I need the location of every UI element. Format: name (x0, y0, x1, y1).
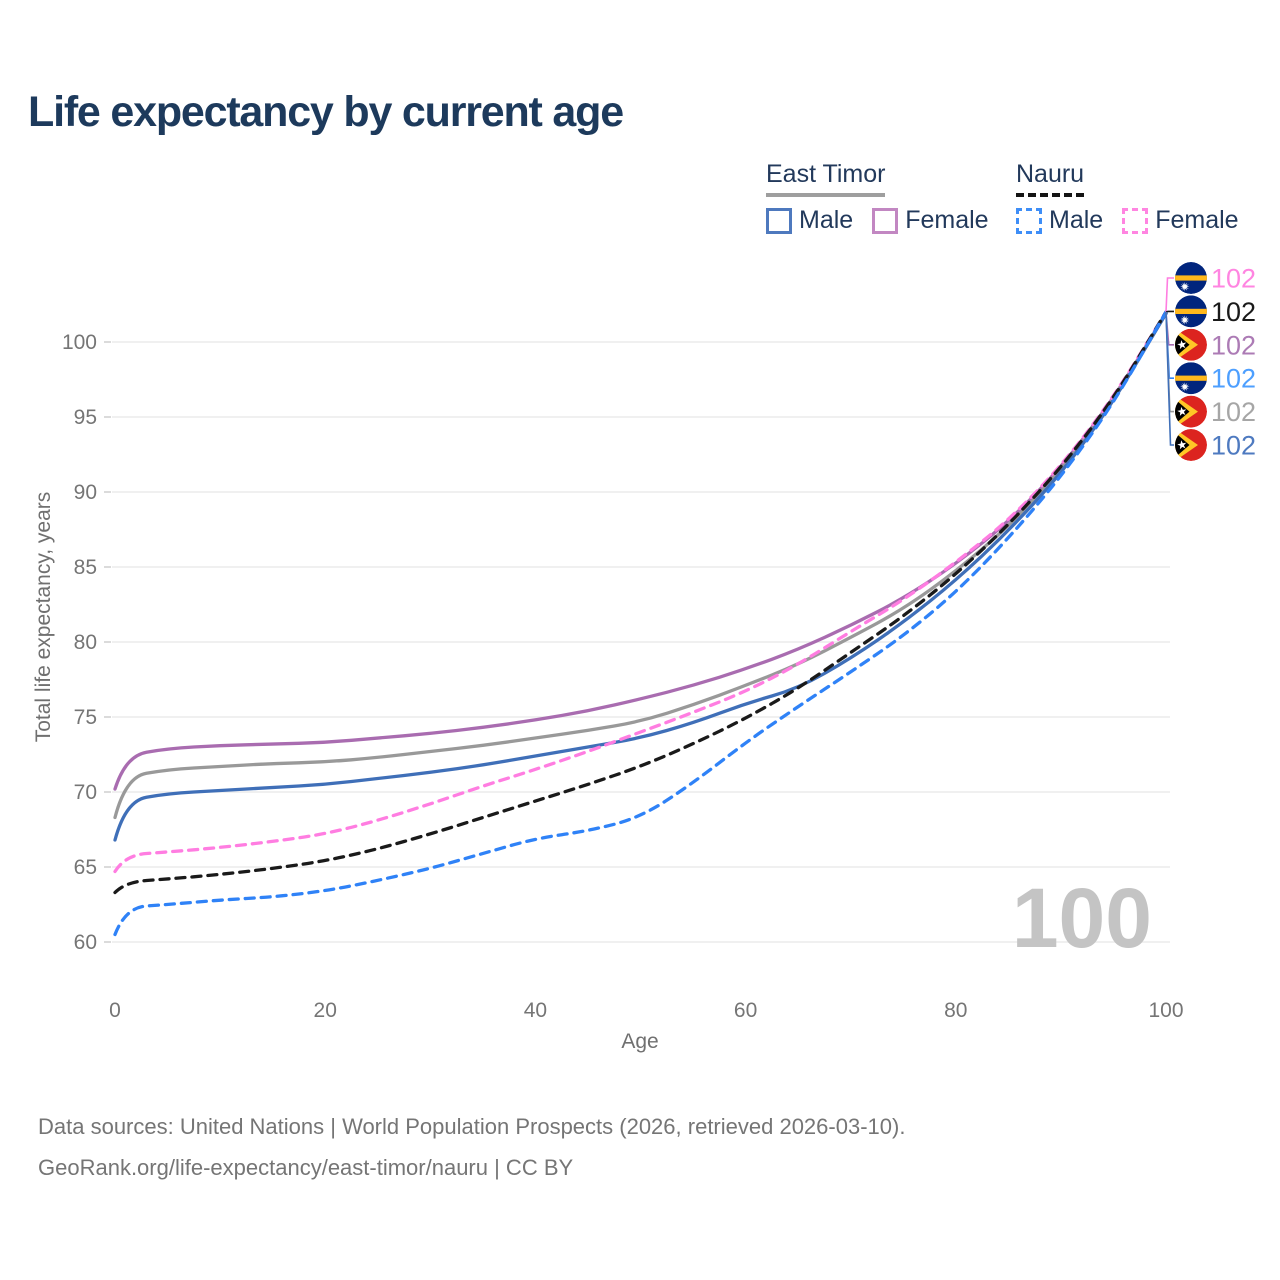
x-tick-label: 100 (1148, 999, 1183, 1022)
legend-swatch-icon (872, 207, 899, 234)
end-value-label-east-timor-male: 102 (1211, 431, 1256, 461)
end-label-leader-line (1165, 277, 1174, 313)
legend-group-line-swatch (1016, 193, 1085, 197)
legend-group-east-timor: East Timor Male Female (766, 160, 989, 235)
legend-group-label: East Timor (766, 160, 886, 188)
flag-east-timor-icon (1175, 396, 1207, 428)
legend-group-header: East Timor (766, 160, 886, 197)
x-tick-label: 40 (524, 999, 547, 1022)
y-tick-label: 80 (74, 631, 97, 654)
legend: East Timor Male Female Nauru (0, 160, 1280, 246)
legend-toggle-east-timor-female[interactable]: Female (872, 206, 989, 235)
gridlines (112, 341, 1170, 943)
legend-group-header: Nauru (1016, 160, 1085, 197)
legend-group-label: Nauru (1016, 160, 1085, 188)
flag-nauru-icon (1175, 295, 1207, 327)
flag-east-timor-icon (1175, 329, 1207, 361)
series-line-east-timor-male[interactable] (113, 311, 1168, 842)
legend-item-label: Female (1155, 206, 1239, 234)
end-value-label-nauru-male: 102 (1211, 364, 1256, 394)
legend-toggle-nauru-male[interactable]: Male (1016, 206, 1103, 235)
y-tick-label: 100 (62, 331, 97, 354)
footer-sources-line: Data sources: United Nations | World Pop… (38, 1114, 906, 1139)
legend-swatch-icon (1122, 207, 1149, 234)
legend-group-line-swatch (766, 193, 886, 197)
footer-attribution-line: GeoRank.org/life-expectancy/east-timor/n… (38, 1155, 574, 1180)
y-tick-label: 60 (74, 931, 97, 954)
page-title: Life expectancy by current age (28, 88, 624, 136)
series-line-nauru-male[interactable] (113, 310, 1168, 937)
legend-toggle-east-timor-male[interactable]: Male (766, 206, 853, 235)
flag-nauru-icon (1175, 262, 1207, 294)
y-tick-label: 70 (74, 781, 97, 804)
series-line-nauru-female[interactable] (113, 310, 1168, 874)
legend-group-nauru: Nauru Male Female (1016, 160, 1239, 235)
series-line-nauru-total[interactable] (113, 310, 1168, 895)
end-label-leader-line (1165, 311, 1174, 446)
x-tick-label: 20 (314, 999, 337, 1022)
y-tick-label: 85 (74, 556, 97, 579)
flag-nauru-icon (1175, 362, 1207, 394)
end-value-label-nauru-total: 102 (1211, 297, 1256, 327)
x-tick-label: 80 (944, 999, 967, 1022)
legend-item-label: Male (1049, 206, 1104, 234)
flag-east-timor-icon (1175, 429, 1207, 461)
y-axis: 60 65 70 75 80 85 90 95 100 (62, 331, 111, 954)
series-line-east-timor-total[interactable] (113, 311, 1168, 820)
age-counter-watermark: 100 (1012, 871, 1152, 965)
y-axis-title: Total life expectancy, years (32, 492, 55, 743)
end-value-label-east-timor-female: 102 (1211, 330, 1256, 360)
y-tick-label: 75 (74, 706, 97, 729)
end-value-label-nauru-female: 102 (1211, 264, 1256, 294)
y-tick-label: 65 (74, 856, 97, 879)
x-axis-title: Age (621, 1030, 658, 1053)
end-value-label-east-timor-total: 102 (1211, 397, 1256, 427)
data-source-footer: Data sources: United Nations | World Pop… (38, 1106, 905, 1188)
legend-item-label: Female (905, 206, 989, 234)
y-tick-label: 90 (74, 481, 97, 504)
legend-item-label: Male (799, 206, 854, 234)
legend-toggle-nauru-female[interactable]: Female (1122, 206, 1239, 235)
x-axis: 0 20 40 60 80 100 (109, 999, 1183, 1022)
legend-swatch-icon (1016, 207, 1042, 234)
legend-swatch-icon (766, 207, 792, 234)
end-label-leader-line (1165, 310, 1174, 313)
x-tick-label: 0 (109, 999, 121, 1022)
y-tick-label: 95 (74, 406, 97, 429)
series-lines (113, 310, 1168, 937)
x-tick-label: 60 (734, 999, 757, 1022)
